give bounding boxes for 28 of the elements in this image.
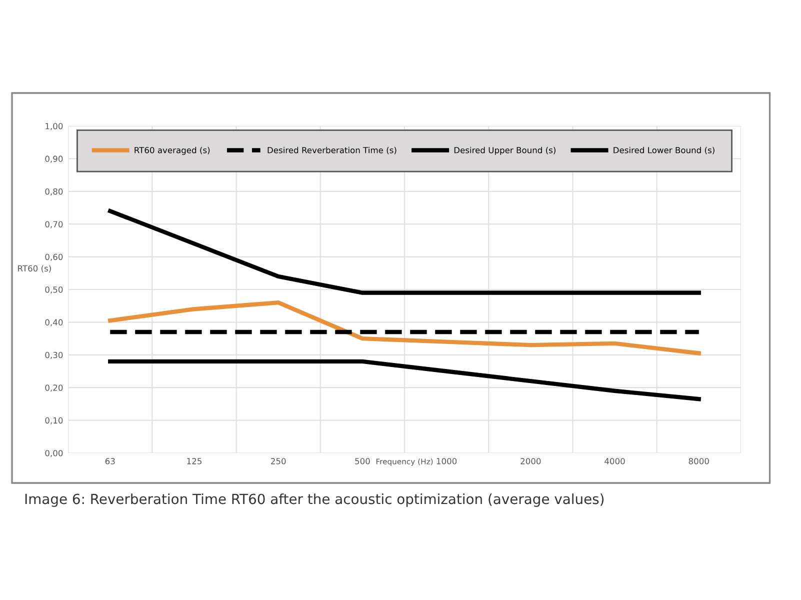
x-tick-label: 125 [187, 458, 202, 464]
x-tick-label: 1000 [436, 458, 457, 464]
y-tick-label: 0,80 [45, 188, 63, 196]
y-tick-label: 0,50 [45, 286, 63, 294]
y-tick-label: 0,60 [45, 254, 63, 261]
line-series [108, 208, 701, 295]
legend-label: Desired Lower Bound (s) [614, 146, 714, 154]
text: Image 6: Reverberation Time RT60 after the acoustic optimization (average values) [25, 493, 604, 507]
y-tick-label: 0,30 [45, 352, 63, 360]
x-tick-label: 63 [105, 458, 115, 464]
y-tick-label: 1,00 [46, 122, 63, 130]
y-tick-label: 0,90 [45, 156, 63, 163]
y-axis-title: RT60 (s) [18, 265, 51, 273]
legend-label: RT60 averaged (s) [134, 146, 210, 155]
legend-label: Desired Upper Bound (s) [454, 146, 556, 155]
x-tick-label: 500 [355, 458, 370, 464]
x-tick-label: 8000 [688, 458, 709, 464]
legend-label: Desired Reverberation Time (s) [268, 146, 396, 154]
y-tick-label: 0,40 [45, 319, 63, 326]
x-tick-label: 250 [271, 458, 286, 464]
x-tick-label: 4000 [604, 458, 625, 464]
line-series [108, 300, 701, 356]
y-tick-label: 0,10 [45, 417, 63, 424]
x-tick-label: 2000 [520, 458, 541, 464]
line-series [108, 359, 701, 402]
y-tick-label: 0,00 [45, 450, 63, 458]
y-tick-label: 0,20 [45, 384, 63, 392]
y-tick-label: 0,70 [45, 221, 63, 228]
